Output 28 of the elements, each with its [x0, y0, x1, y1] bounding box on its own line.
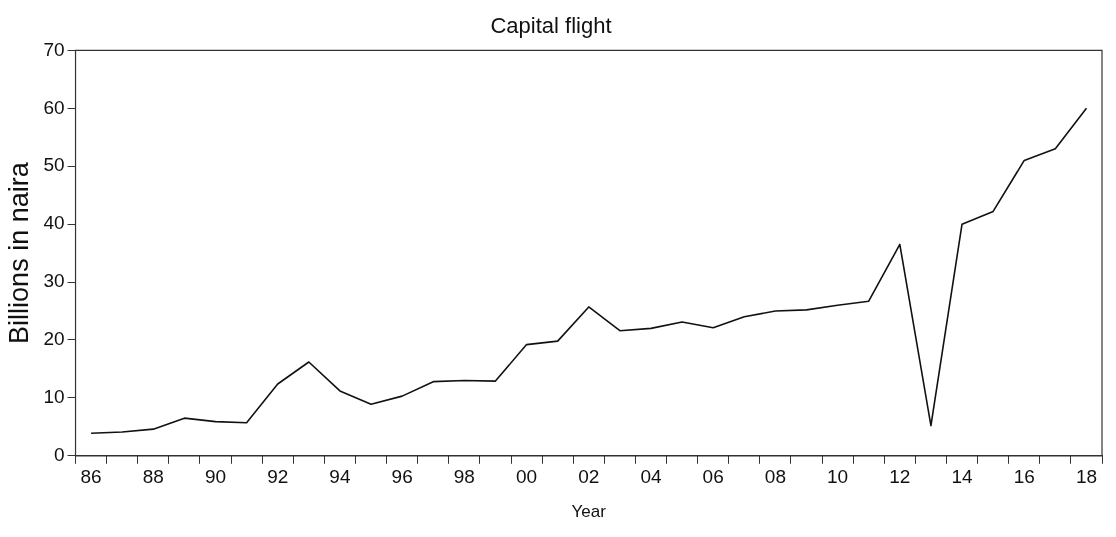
x-tick-label: 86: [80, 466, 102, 488]
y-tick-label: 50: [43, 154, 65, 176]
y-tick-label: 20: [43, 328, 65, 350]
x-tick-label: 00: [515, 466, 538, 488]
x-tick-label: 94: [329, 466, 351, 488]
x-tick-label: 16: [1013, 466, 1035, 488]
chart-title: Capital flight: [490, 13, 612, 39]
x-axis-title: Year: [571, 502, 607, 522]
x-tick-label: 06: [702, 466, 724, 488]
y-tick-label: 10: [43, 386, 65, 408]
x-tick-label: 02: [578, 466, 600, 488]
y-tick-label: 40: [43, 212, 65, 234]
y-tick-label: 70: [43, 38, 65, 60]
y-tick-label: 30: [43, 270, 65, 292]
x-tick-label: 08: [764, 466, 786, 488]
x-tick-label: 92: [267, 466, 289, 488]
x-tick-label: 04: [640, 466, 662, 488]
y-tick-label: 0: [53, 444, 65, 466]
x-tick-label: 14: [951, 466, 974, 488]
x-tick-label: 18: [1075, 466, 1098, 488]
x-tick-label: 88: [142, 466, 164, 488]
x-tick-label: 98: [453, 466, 475, 488]
x-tick-label: 96: [391, 466, 413, 488]
y-tick-label: 60: [43, 96, 65, 118]
x-tick-label: 12: [889, 466, 911, 488]
y-axis-title: Billions in naira: [3, 161, 34, 344]
x-tick-label: 10: [827, 466, 849, 488]
x-tick-label: 90: [204, 466, 227, 488]
